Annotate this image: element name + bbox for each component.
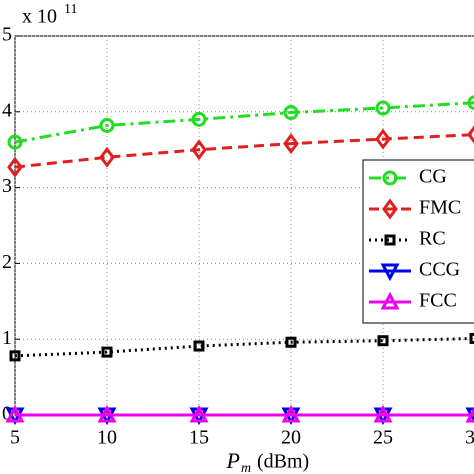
x-tick-label: 10 [97,427,117,449]
x-tick-label: 5 [10,427,20,449]
marker [193,340,205,352]
marker [7,156,23,178]
multiplier: x 10 [22,6,57,28]
marker [283,105,299,121]
marker [469,332,474,344]
marker [281,404,301,423]
marker [189,404,209,423]
marker [465,406,474,423]
marker [101,346,113,358]
y-tick-label: 1 [2,327,12,349]
legend-label: CCG [419,259,460,281]
x-tick-label: 15 [189,427,209,449]
marker [283,133,299,155]
marker [382,170,398,186]
y-tick-label: 2 [2,251,12,273]
x-tick-label: 30 [465,427,474,449]
y-tick-label: 4 [2,99,12,121]
marker [375,100,391,116]
x-axis-unit: (dBm) [257,451,309,473]
multiplier-exponent: 11 [64,2,77,17]
legend-label: RC [419,228,446,250]
marker [380,291,400,310]
marker [467,125,474,144]
x-tick-label: 20 [281,427,301,449]
legend-label: CG [419,166,447,188]
marker [467,95,474,111]
x-axis-symbol: P [226,448,240,473]
x-axis-subscript: m [241,461,251,474]
marker [191,139,207,161]
marker [382,198,398,220]
y-tick-label: 3 [2,175,12,197]
marker [7,134,23,150]
marker [384,234,396,246]
marker [191,111,207,127]
marker [97,404,117,423]
y-tick-label: 0 [2,403,12,425]
marker [285,336,297,348]
x-tick-label: 25 [373,427,393,449]
marker [9,350,21,362]
marker [375,128,391,150]
y-tick-label: 5 [2,24,12,46]
marker [99,117,115,133]
marker [5,404,25,423]
series-line [14,101,474,144]
marker [99,146,115,168]
series-line [14,133,474,169]
marker [380,263,400,282]
legend-label: FMC [419,197,461,219]
marker [377,335,389,347]
marker [373,404,393,423]
legend-label: FCC [419,290,457,312]
